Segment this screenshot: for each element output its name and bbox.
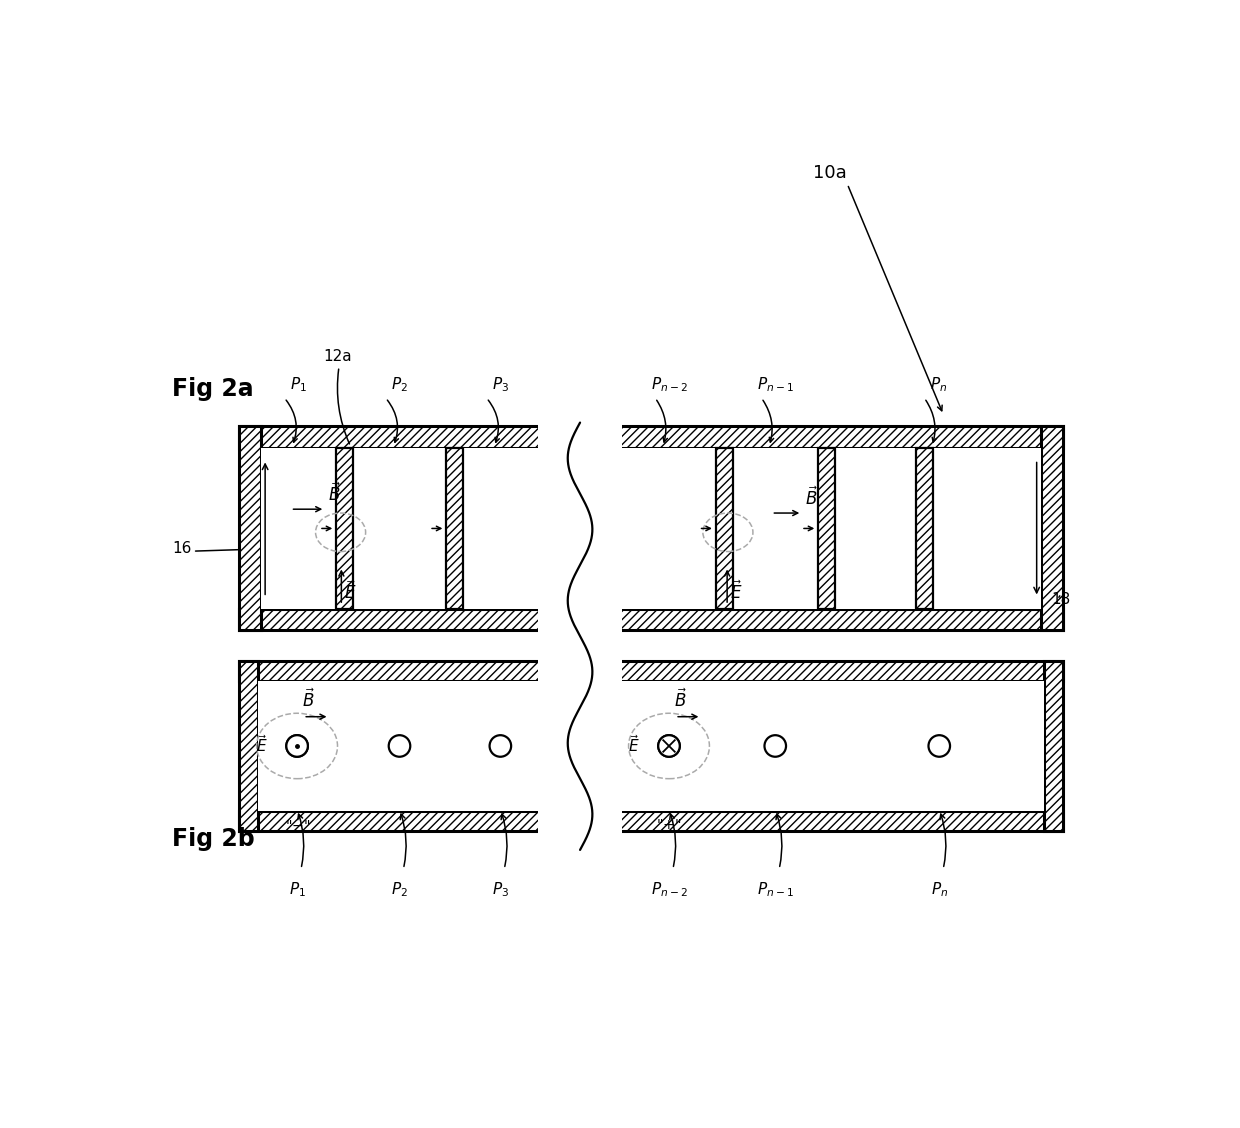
Text: 12a: 12a: [324, 349, 352, 364]
Bar: [239, 609, 1063, 631]
Bar: [1042, 426, 1063, 631]
Bar: [715, 448, 733, 609]
Text: $P_{n-1}$: $P_{n-1}$: [756, 881, 794, 899]
Text: $\vec{E}$: $\vec{E}$: [257, 734, 268, 755]
Bar: [1044, 661, 1063, 830]
Bar: [1044, 661, 1063, 830]
Circle shape: [490, 735, 511, 757]
Bar: [336, 448, 353, 609]
Bar: [1042, 426, 1063, 631]
Text: $\vec{B}$: $\vec{B}$: [301, 689, 315, 712]
Circle shape: [286, 735, 308, 757]
Text: $P_1$: $P_1$: [289, 881, 305, 899]
Bar: [818, 448, 835, 609]
Bar: [239, 609, 1063, 631]
Text: $P_2$: $P_2$: [391, 376, 408, 394]
Bar: [239, 811, 1063, 830]
Text: $P_3$: $P_3$: [492, 376, 508, 394]
Text: $P_{n-2}$: $P_{n-2}$: [651, 376, 687, 394]
Bar: [538, 653, 622, 838]
Bar: [239, 661, 1063, 680]
Bar: [239, 661, 258, 830]
Text: $\vec{B}$: $\vec{B}$: [805, 486, 817, 509]
Bar: [916, 448, 932, 609]
Text: 10a: 10a: [812, 165, 847, 183]
Bar: [239, 426, 260, 631]
Text: $P_3$: $P_3$: [492, 881, 508, 899]
Text: $P_n$: $P_n$: [930, 376, 946, 394]
Text: $P_1$: $P_1$: [290, 376, 306, 394]
Bar: [239, 426, 1063, 448]
Bar: [916, 448, 932, 609]
Bar: [446, 448, 463, 609]
Text: Fig 2a: Fig 2a: [172, 377, 254, 400]
Text: $\vec{E}$: $\vec{E}$: [629, 734, 640, 755]
Text: 18: 18: [1052, 591, 1070, 607]
Bar: [538, 418, 622, 638]
Bar: [336, 448, 353, 609]
Text: $\vec{B}$: $\vec{B}$: [673, 689, 687, 712]
Bar: [818, 448, 835, 609]
Bar: [239, 426, 1063, 448]
Text: Fig 2b: Fig 2b: [172, 827, 254, 851]
Bar: [239, 661, 258, 830]
Bar: [446, 448, 463, 609]
Text: $P_2$: $P_2$: [391, 881, 408, 899]
Bar: [715, 448, 733, 609]
Text: $\vec{E}$: $\vec{E}$: [730, 580, 743, 602]
Text: $\vec{B}$: $\vec{B}$: [329, 483, 341, 505]
Circle shape: [765, 735, 786, 757]
Circle shape: [658, 735, 680, 757]
Bar: [239, 811, 1063, 830]
Text: $\vec{E}$: $\vec{E}$: [345, 580, 357, 602]
Text: $P_n$: $P_n$: [931, 881, 947, 899]
Bar: [258, 680, 1044, 811]
Bar: [260, 448, 1042, 609]
Text: "$+$": "$+$": [656, 818, 682, 831]
Bar: [239, 426, 260, 631]
Circle shape: [658, 735, 680, 757]
Text: 16: 16: [172, 541, 191, 556]
Text: $P_{n-2}$: $P_{n-2}$: [651, 881, 687, 899]
Circle shape: [929, 735, 950, 757]
Bar: [239, 661, 1063, 680]
Circle shape: [286, 735, 308, 757]
Text: $P_{n-1}$: $P_{n-1}$: [756, 376, 794, 394]
Text: "$-$": "$-$": [284, 818, 310, 831]
Circle shape: [388, 735, 410, 757]
